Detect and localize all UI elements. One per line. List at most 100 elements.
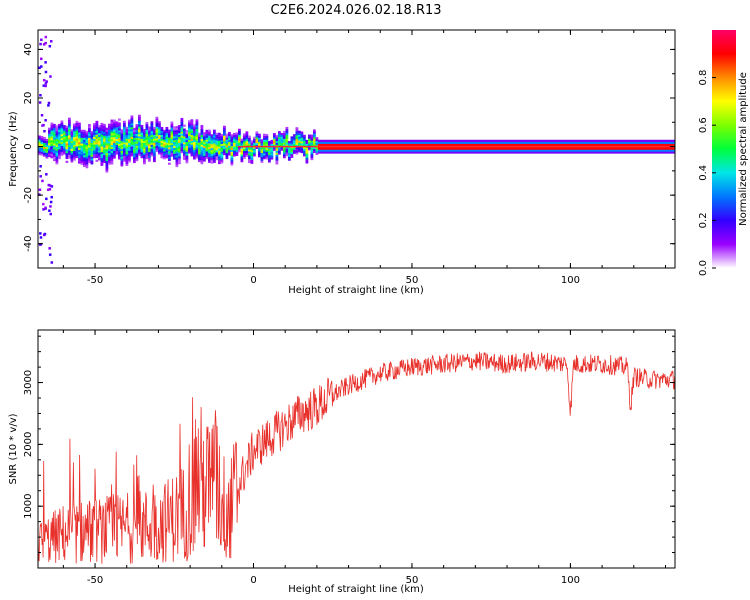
spectrogram-cell [278,148,281,151]
spectrogram-speckle [38,193,41,196]
spectrogram-cell [100,150,104,153]
spectrogram-cell [208,141,211,144]
spectrogram-cell [118,118,121,121]
colorbar-label: Normalized spectral amplitude [738,72,749,226]
spectrogram-cell [103,141,106,144]
spectrogram-cell [455,143,459,146]
spectrogram-cell [218,158,221,161]
spectrogram-cell [263,149,266,152]
spectrogram-cell [180,135,184,138]
spectrogram-cell [248,135,251,138]
spectrogram-cell [133,153,136,156]
spectrogram-cell [160,126,164,130]
spectrogram-cell [158,152,161,155]
spectrogram-cell [373,151,376,154]
spectrogram-cell [395,147,399,150]
spectrogram-cell [443,141,446,144]
spectrogram-cell [165,152,169,155]
spectrogram-cell [78,159,81,162]
spectrogram-cell [308,142,311,145]
spectrogram-cell [625,147,629,150]
spectrogram-cell [268,142,271,146]
spectrogram-cell [563,141,566,144]
spectrogram-cell [448,143,451,146]
spectrogram-cell [210,140,214,143]
spectrogram-cell [120,131,124,134]
spectrogram-cell [38,143,41,146]
spectrogram-cell [298,130,301,133]
spectrogram-cell [358,139,361,142]
spectrogram-cell [88,149,91,152]
spectrogram-cell [423,149,426,152]
spectrogram-cell [390,149,394,152]
spectrogram-cell [80,139,84,142]
spectrogram-cell [178,154,181,157]
spectrogram-cell [130,150,134,153]
spectrogram-cell [200,132,204,136]
spectrogram-cell [185,153,189,156]
spectrogram-cell [115,142,119,145]
spectrogram-cell [278,133,281,136]
spectrogram-cell [433,139,436,142]
spectrogram-cell [315,137,319,140]
spectrogram-cell [498,143,501,146]
spectrogram-cell [323,143,326,146]
spectrogram-cell [500,149,504,152]
spectrogram-cell [110,142,114,146]
spectrogram-cell [338,149,341,152]
spectrogram-cell [568,149,571,152]
spectrogram-cell [310,138,314,141]
spectrogram-cell [590,143,594,146]
spectrogram-cell [185,145,189,148]
spectrogram-cell [168,131,171,134]
spectrogram-cell [525,143,529,146]
spectrogram-cell [90,142,94,146]
spectrogram-cell [73,148,76,151]
spectrogram-cell [188,143,191,146]
spectrogram-cell [118,128,121,131]
spectrogram-cell [75,155,79,159]
spectrogram-cell [243,148,246,152]
spectrogram-cell [268,148,271,151]
spectrogram-cell [128,158,131,161]
spectrogram-cell [175,153,179,156]
spectrogram-cell [350,139,354,142]
spectrogram-cell [265,141,269,144]
spectrogram-cell [575,151,579,154]
spectrogram-cell [360,143,364,146]
spectrogram-cell [200,127,204,130]
spectrogram-cell [323,151,326,154]
spectrogram-cell [103,149,106,152]
spectrogram-cell [618,151,621,154]
spectrogram-cell [283,134,286,137]
spectrogram-cell [253,150,256,153]
spectrogram-cell [203,145,206,148]
spectrogram-speckle [47,104,50,107]
y-tick-label: 1000 [23,493,34,518]
spectrogram-cell [150,132,154,136]
spectrogram-cell [113,131,116,134]
spectrogram-cell [73,156,76,159]
spectrogram-cell [600,151,604,154]
spectrogram-cell [73,150,76,153]
spectrogram-cell [395,139,399,142]
spectrogram-cell [315,146,319,150]
spectrogram-cell [148,142,151,145]
spectrogram-cell [340,149,344,152]
spectrogram-cell [493,149,496,152]
spectrogram-cell [65,151,69,154]
spectrogram-cell [213,150,216,154]
spectrogram-cell [165,156,169,159]
spectrogram-cell [660,143,664,146]
spectrogram-cell [200,128,204,132]
colorbar-tick-label: 0.8 [698,70,709,86]
spectrogram-cell [170,127,174,130]
spectrogram-cell [260,160,264,163]
spectrogram-cell [348,143,351,146]
spectrogram-cell [103,147,106,150]
spectrogram-cell [135,143,139,146]
spectrogram-cell [550,147,554,150]
spectrogram-cell [135,131,139,135]
spectrogram-cell [295,127,299,130]
spectrogram-cell [115,146,119,149]
